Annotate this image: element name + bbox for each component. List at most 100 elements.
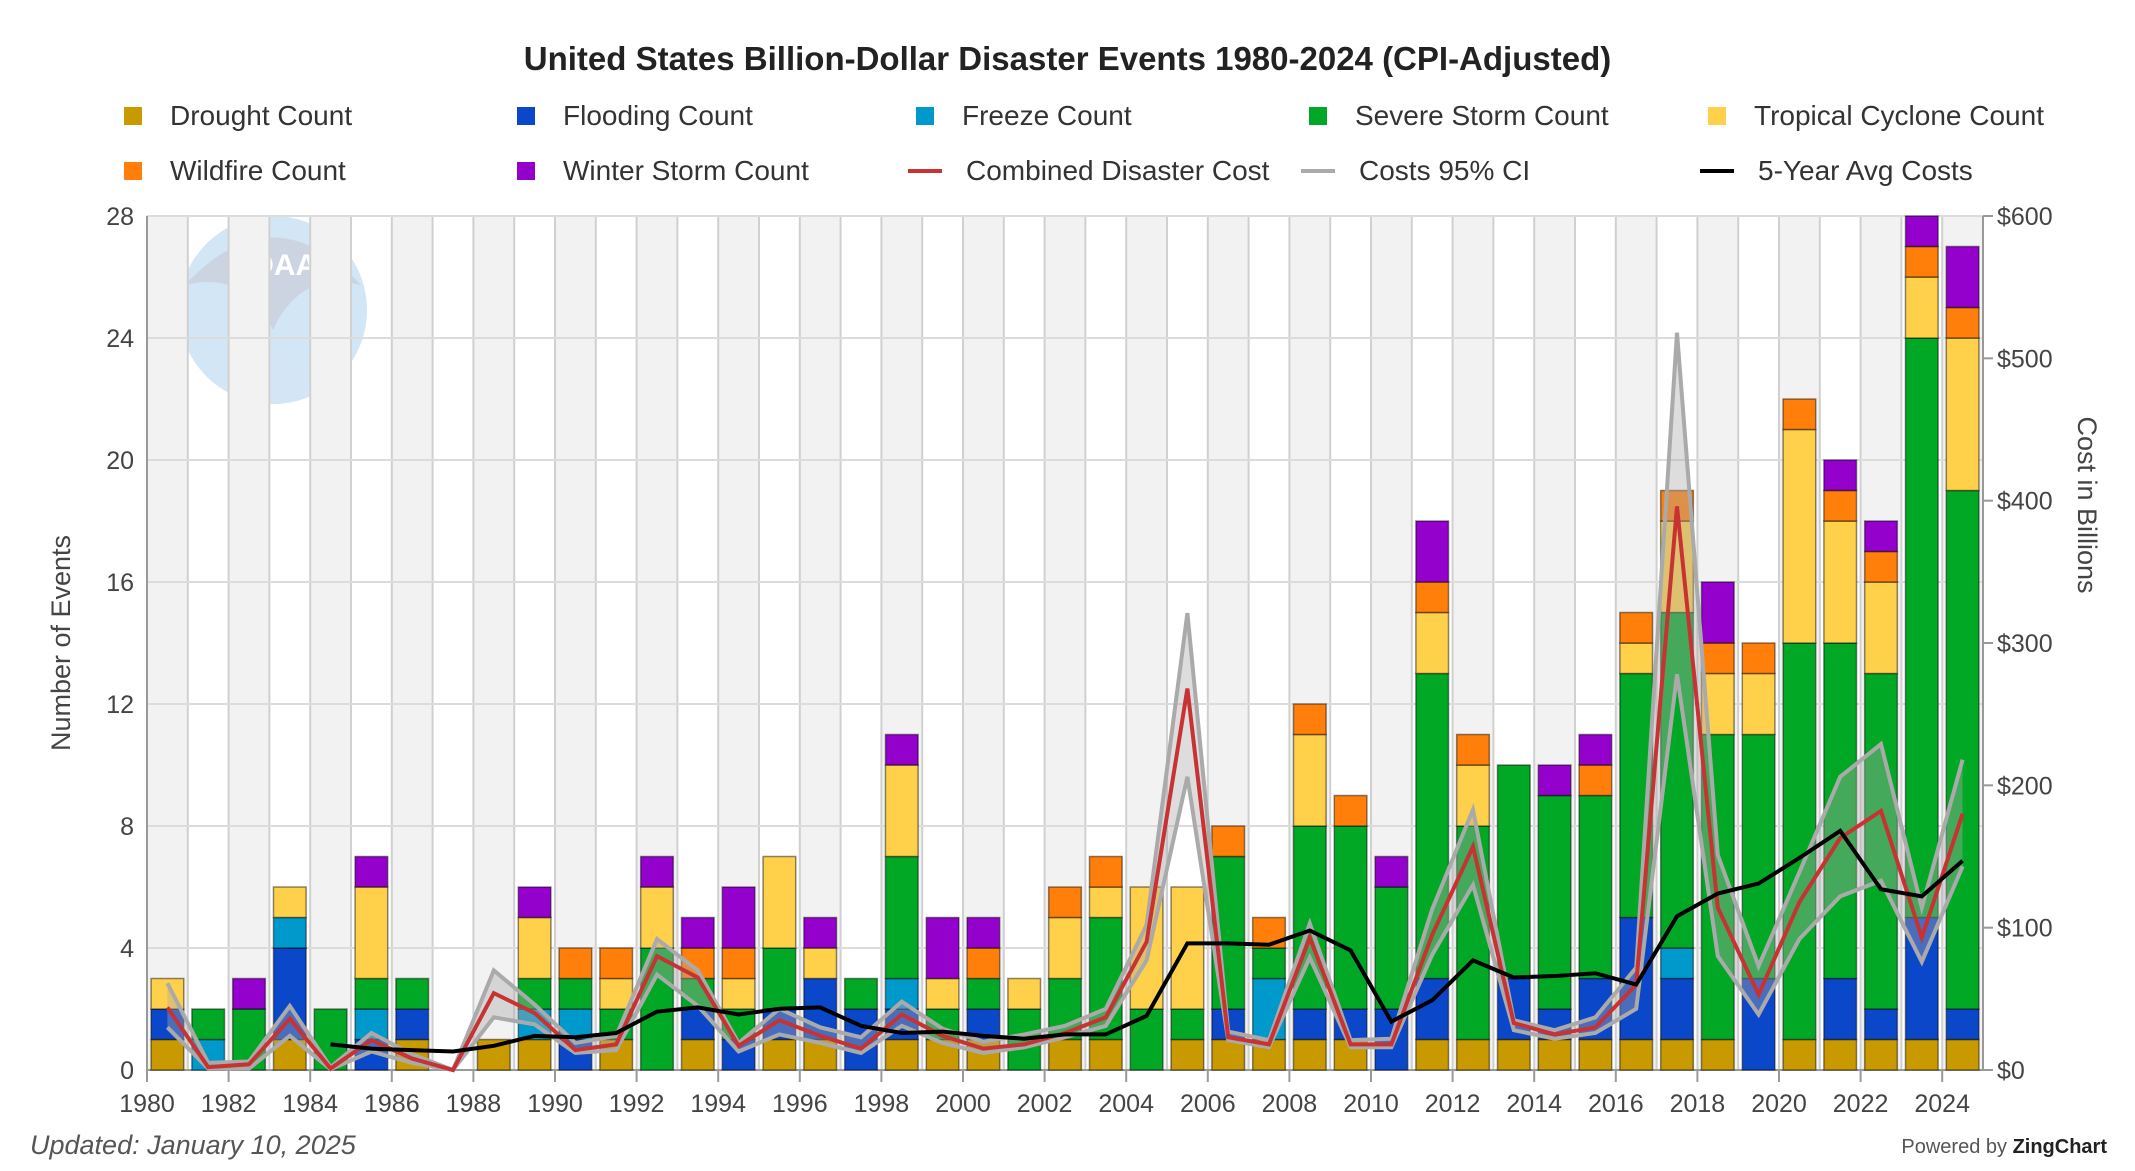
bar-segment [354,855,389,888]
legend-item[interactable]: Wildfire Count [124,155,346,187]
bar-segment [843,977,879,1010]
bar-segment [803,947,838,980]
legend-label: Flooding Count [563,100,753,131]
legend-item[interactable]: Winter Storm Count [517,155,809,187]
y-axis-title: Number of Events [46,535,76,751]
x-tick-label: 2022 [1833,1090,1889,1118]
plot-band [473,216,515,1070]
bar-segment [1129,1008,1164,1071]
x-tick-label: 2016 [1588,1090,1644,1118]
bar-segment [966,947,1001,980]
bar-segment [517,1038,552,1071]
bar-segment [1333,825,1368,1010]
bar-segment [558,947,593,980]
bar-segment [1455,733,1491,766]
bar-segment [1823,1038,1858,1071]
bar-segment [1007,977,1042,1010]
x-tick-label: 1986 [364,1090,420,1118]
legend-item[interactable]: Combined Disaster Cost [908,155,1269,187]
bar-segment [1047,1038,1083,1071]
bar-segment [1170,886,1205,1010]
bar-segment [1578,764,1613,797]
legend-item[interactable]: Drought Count [124,100,352,132]
bar-segment [1415,672,1450,980]
legend-item[interactable]: 5-Year Avg Costs [1700,155,1973,187]
bar-segment [762,855,797,949]
bar-segment [721,977,756,1010]
y2-axis-title: Cost in Billions [2072,416,2102,593]
bar-segment [1863,1008,1899,1041]
legend-square-marker [1309,107,1327,125]
legend-label: Wildfire Count [170,155,346,186]
legend-square-marker [124,162,142,180]
bar-segment [1659,977,1695,1041]
bar-segment [884,764,919,858]
legend-line-marker [1700,169,1734,173]
bar-segment [1945,1038,1980,1071]
bar-segment [1782,398,1817,431]
bar-segment [925,916,960,980]
bar-segment [1863,550,1899,583]
legend-item[interactable]: Freeze Count [916,100,1132,132]
x-tick-label: 1990 [527,1090,583,1118]
y-tick-label: 12 [106,691,134,719]
powered-by[interactable]: Powered by ZingChart [1901,1136,2107,1159]
ci-lower-line [165,674,1965,1073]
bar-segment [1700,642,1735,675]
bar-segment [1823,489,1858,522]
bar-segment [1619,611,1654,644]
five-year-avg-line [330,828,1964,1054]
x-tick-label: 1998 [854,1090,910,1118]
legend-item[interactable]: Costs 95% CI [1301,155,1530,187]
bar-segment [1700,1038,1735,1071]
bar-segment [1823,520,1858,644]
bar-segment [1904,337,1939,919]
bar-segment [517,916,552,980]
bar-segment [1659,611,1695,949]
bar-segment [1415,581,1450,614]
y2-tick-label: $100 [1997,915,2053,943]
legend-square-marker [517,107,535,125]
legend-item[interactable]: Flooding Count [517,100,753,132]
legend-label: 5-Year Avg Costs [1758,155,1973,186]
bar-segment [150,1038,185,1071]
x-tick-label: 2008 [1262,1090,1318,1118]
plot-band [310,216,351,1070]
legend-label: Drought Count [170,100,353,131]
y2-tick-label: $600 [1997,203,2053,231]
bar-segment [272,886,307,919]
y-tick-label: 24 [106,325,134,353]
bar-segment [1088,855,1123,888]
bar-segment [1333,794,1368,827]
legend-line-marker [1301,169,1335,173]
bar-segment [1578,733,1613,766]
powered-prefix: Powered by [1901,1136,2013,1158]
bar-segment [1782,1038,1817,1071]
y-tick-label: 20 [106,447,134,475]
bar-segment [1619,1038,1654,1071]
bar-segment [1945,489,1980,1010]
bar-segment [1945,245,1980,309]
y2-tick-label: $0 [1997,1057,2025,1085]
powered-brand[interactable]: ZingChart [2012,1136,2107,1158]
bar-segment [1823,459,1858,492]
legend-label: Tropical Cyclone Count [1754,100,2044,131]
bar-segment [1170,1038,1205,1071]
x-tick-label: 1994 [690,1090,746,1118]
bar-segment [191,1008,226,1041]
plot-band [147,216,188,1070]
x-tick-label: 1984 [282,1090,338,1118]
updated-note: Updated: January 10, 2025 [30,1130,356,1160]
bar-segment [1904,1038,1939,1071]
legend-item[interactable]: Severe Storm Count [1309,100,1609,132]
legend-item[interactable]: Tropical Cyclone Count [1708,100,2044,132]
x-tick-label: 2004 [1098,1090,1154,1118]
legend-label: Severe Storm Count [1355,100,1609,131]
bar-segment [721,1038,756,1071]
x-tick-label: 2018 [1670,1090,1726,1118]
ci-upper-line [165,332,1965,1073]
bar-segment [1904,215,1939,248]
bar-segment [1863,581,1899,675]
bar-segment [1945,306,1980,339]
